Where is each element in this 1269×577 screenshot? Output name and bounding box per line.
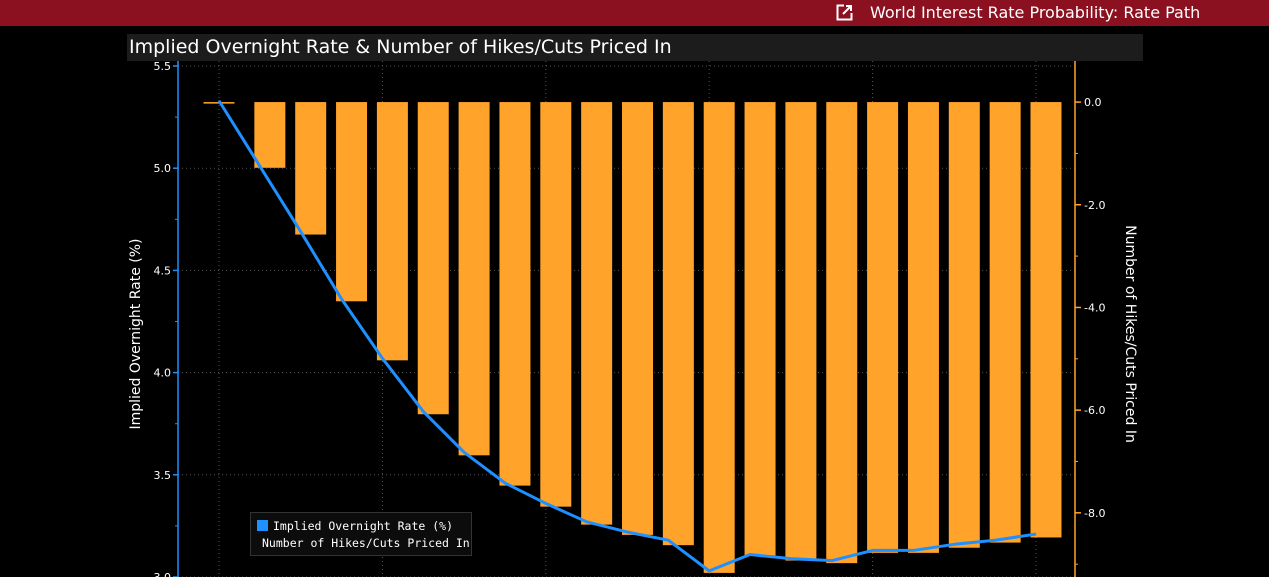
bar-7	[499, 102, 531, 486]
left-tick-label-5: 5.5	[154, 60, 172, 73]
chart-title: Implied Overnight Rate & Number of Hikes…	[127, 34, 1143, 61]
left-axis-label: Implied Overnight Rate (%)	[128, 238, 144, 430]
bar-16	[867, 102, 899, 553]
bar-10	[622, 102, 653, 535]
left-tick-label-2: 4.0	[154, 367, 172, 380]
bar-8	[540, 102, 572, 507]
bar-5	[417, 102, 449, 415]
bar-12	[703, 102, 735, 573]
rate-point-19	[994, 539, 996, 541]
right-tick-label-3: -2.0	[1084, 199, 1105, 212]
rate-point-16	[872, 549, 874, 551]
bar-series	[203, 102, 1062, 573]
bar-17	[907, 102, 939, 553]
right-tick-label-2: -4.0	[1084, 301, 1105, 314]
rate-point-17	[912, 549, 914, 551]
rate-point-4	[381, 357, 383, 359]
legend-label-hikes: Number of Hikes/Cuts Priced In	[262, 535, 470, 550]
rate-point-13	[749, 554, 751, 556]
left-tick-label-4: 5.0	[154, 162, 172, 175]
rate-point-18	[953, 543, 955, 545]
bar-15	[826, 102, 858, 564]
line-series	[217, 99, 1037, 573]
rate-point-8	[545, 502, 547, 504]
right-tick-label-4: 0.0	[1084, 96, 1102, 109]
left-tick-label-3: 4.5	[154, 264, 172, 277]
rate-point-20	[1035, 533, 1037, 535]
bar-4	[376, 102, 408, 361]
rate-point-12	[708, 570, 710, 572]
rate-point-2	[300, 231, 302, 233]
bar-13	[744, 102, 776, 556]
legend-label-rate: Implied Overnight Rate (%)	[273, 518, 454, 533]
bar-18	[948, 102, 980, 548]
legend-item-hikes: Number of Hikes/Cuts Priced In	[257, 534, 470, 551]
header-bar: World Interest Rate Probability: Rate Pa…	[0, 0, 1269, 26]
rate-point-1	[259, 165, 261, 167]
bar-20	[1030, 102, 1062, 538]
external-link-icon[interactable]	[836, 4, 853, 21]
rate-point-14	[790, 558, 792, 560]
bar-2	[295, 102, 327, 235]
bar-19	[989, 102, 1021, 543]
right-axis: -8.0 -6.0 -4.0 -2.0 0.0	[1074, 61, 1105, 577]
rate-point-15	[831, 560, 833, 562]
bar-14	[785, 102, 817, 561]
right-axis-label: Number of Hikes/Cuts Priced In	[1122, 225, 1138, 443]
right-tick-label-0: -8.0	[1084, 507, 1105, 520]
bar-11	[662, 102, 694, 546]
legend-item-rate: Implied Overnight Rate (%)	[257, 517, 465, 534]
rate-point-5	[422, 410, 424, 412]
window-title: World Interest Rate Probability: Rate Pa…	[870, 3, 1201, 22]
legend-swatch-rate	[257, 520, 268, 531]
bar-6	[458, 102, 490, 456]
left-tick-label-0: 3.0	[154, 571, 172, 577]
bar-1	[254, 102, 286, 168]
right-tick-label-1: -6.0	[1084, 404, 1105, 417]
rate-point-3	[341, 298, 343, 300]
rate-point-10	[627, 531, 628, 533]
rate-point-0	[218, 100, 220, 102]
left-axis: 3.0 3.5 4.0 4.5 5.0 5.5	[154, 60, 179, 577]
legend: Implied Overnight Rate (%) Number of Hik…	[250, 512, 472, 556]
left-tick-label-1: 3.5	[154, 469, 172, 482]
rate-point-7	[504, 482, 506, 484]
rate-point-6	[463, 451, 465, 453]
bar-3	[336, 102, 368, 302]
bar-9	[581, 102, 613, 525]
rate-point-11	[667, 539, 669, 541]
rate-point-9	[586, 521, 588, 523]
